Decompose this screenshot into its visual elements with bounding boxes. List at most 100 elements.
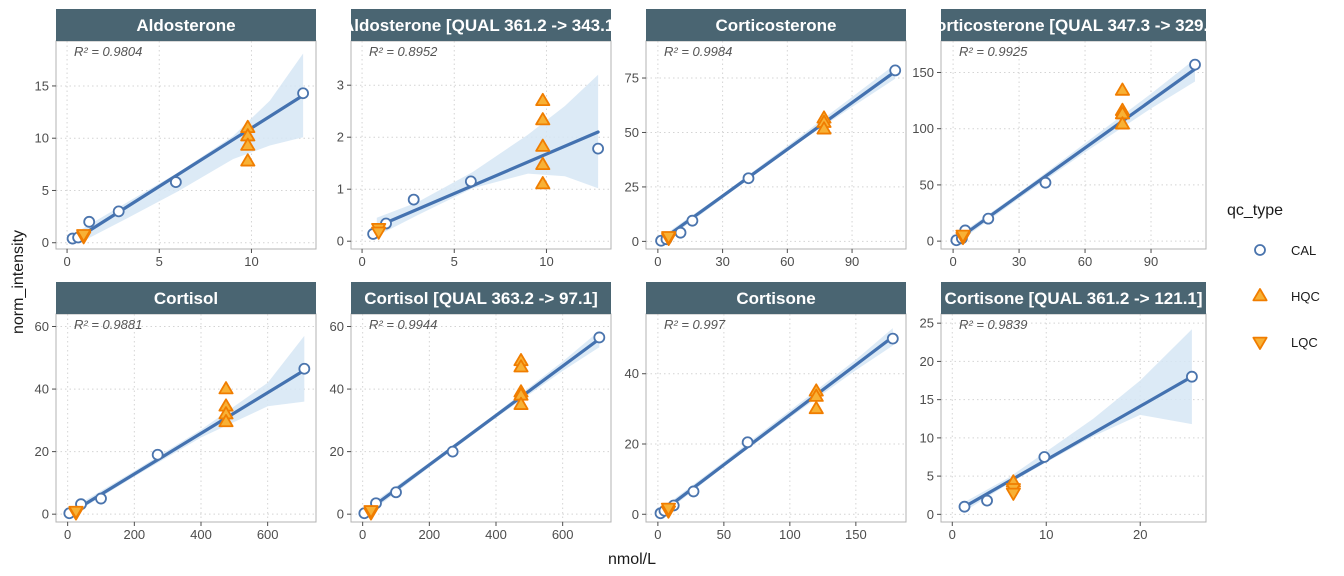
lqc-point [68, 505, 84, 519]
x-axis-title: nmol/L [608, 551, 656, 568]
facet-panel: R² = 0.9944 Cortisol [QUAL 363.2 -> 97.1]… [330, 282, 612, 542]
y-tick-label: 15 [920, 392, 934, 407]
facet-strip [646, 282, 906, 314]
hqc-point [535, 176, 551, 190]
plot-area [950, 58, 1201, 247]
facet-panel: R² = 0.9925 Corticosterone [QUAL 347.3 ->… [912, 9, 1224, 269]
axis-ticks: 0 200 400 600 0 20 40 60 [330, 319, 574, 542]
cal-point [958, 500, 971, 513]
plot-area [958, 329, 1198, 513]
r-squared-label: R² = 0.9925 [959, 44, 1028, 59]
x-tick-label: 200 [418, 527, 440, 542]
cal-point [593, 331, 606, 344]
cal-point [1038, 451, 1051, 463]
y-tick-label: 60 [35, 319, 49, 334]
axis-ticks: 0 30 60 90 0 25 50 75 [625, 71, 860, 269]
plot-area [655, 64, 902, 247]
regression-line [962, 375, 1194, 509]
cal-point [169, 176, 182, 189]
y-tick-label: 0 [927, 234, 934, 249]
lqc-point [1005, 487, 1021, 501]
legend-key-triangle-up [1252, 288, 1268, 302]
y-tick-label: 40 [35, 382, 49, 397]
facet-strip [56, 282, 316, 314]
legend-label: CAL [1291, 243, 1316, 258]
lqc-point [661, 231, 677, 245]
cal-point [1189, 58, 1201, 71]
lqc-point [76, 229, 92, 243]
facet-panel: R² = 0.997 Cortisone 0 50 100 150 0 20 40 [625, 282, 907, 542]
legend-label: HQC [1291, 289, 1320, 304]
hqc-point [218, 414, 234, 428]
legend: qc_type CAL HQC LQC [1227, 202, 1320, 350]
cal-point [886, 332, 899, 345]
x-tick-label: 0 [64, 527, 71, 542]
cal-point [407, 193, 420, 206]
x-tick-label: 400 [190, 527, 212, 542]
cal-point [95, 492, 107, 505]
cal-point [981, 494, 993, 507]
y-tick-label: 0 [42, 235, 49, 250]
facet-strip [351, 282, 611, 314]
hqc-point [1114, 82, 1130, 96]
hqc-point [513, 359, 529, 373]
y-tick-label: 10 [35, 131, 49, 146]
cal-point [742, 172, 755, 185]
y-tick-label: 50 [920, 177, 934, 192]
r-squared-label: R² = 0.9881 [74, 317, 142, 332]
plot-area [358, 330, 606, 521]
r-squared-label: R² = 0.8952 [369, 44, 438, 59]
hqc-point [535, 156, 551, 170]
cal-point [889, 64, 902, 77]
x-tick-label: 0 [654, 527, 661, 542]
regression-line [366, 337, 601, 513]
y-tick-label: 0 [337, 507, 344, 522]
y-tick-label: 25 [625, 179, 639, 194]
cal-point [674, 226, 687, 239]
lqc-point [371, 226, 387, 240]
r-squared-label: R² = 0.9839 [959, 317, 1027, 332]
x-tick-label: 0 [63, 254, 70, 269]
facet-panel: R² = 0.8952 Aldosterone [QUAL 361.2 -> 34… [337, 9, 612, 269]
cal-point [686, 214, 699, 227]
facet-strip [56, 9, 316, 41]
r-squared-label: R² = 0.997 [664, 317, 726, 332]
regression-line [662, 69, 897, 240]
y-tick-label: 15 [35, 78, 49, 93]
gridlines [351, 314, 611, 522]
panel-background [56, 314, 316, 522]
y-tick-label: 20 [920, 354, 934, 369]
x-tick-label: 5 [451, 254, 458, 269]
y-tick-label: 5 [927, 469, 934, 484]
facet-title: Cortisol [QUAL 363.2 -> 97.1] [364, 289, 598, 308]
hqc-point [535, 92, 551, 107]
y-tick-label: 60 [330, 319, 344, 334]
cal-point [687, 485, 700, 498]
regression-line [958, 67, 1197, 240]
x-tick-label: 90 [1144, 254, 1158, 269]
gridlines [646, 41, 906, 249]
y-tick-label: 100 [912, 121, 934, 136]
axis-ticks: 0 5 10 0 5 10 15 [35, 78, 259, 269]
regression-line [71, 368, 306, 514]
facet-title: Corticosterone [QUAL 347.3 -> 329.2] [924, 16, 1224, 35]
facet-title: Cortisone [QUAL 361.2 -> 121.1] [944, 289, 1202, 308]
cal-point [83, 215, 96, 228]
r-squared-label: R² = 0.9804 [74, 44, 142, 59]
x-tick-label: 600 [552, 527, 574, 542]
legend-item: LQC [1252, 335, 1318, 350]
legend-key-circle [1254, 244, 1266, 256]
cal-point [1039, 176, 1052, 189]
cal-point [390, 486, 402, 499]
y-tick-label: 20 [330, 444, 344, 459]
y-tick-label: 10 [920, 430, 934, 445]
y-tick-label: 20 [625, 437, 639, 452]
cal-point [151, 448, 164, 461]
hqc-point [808, 388, 824, 402]
plot-area [367, 74, 604, 240]
facet-title: Corticosterone [716, 16, 837, 35]
regression-line [661, 335, 895, 513]
legend-key-triangle-down [1252, 336, 1268, 350]
hqc-point [1114, 116, 1130, 130]
